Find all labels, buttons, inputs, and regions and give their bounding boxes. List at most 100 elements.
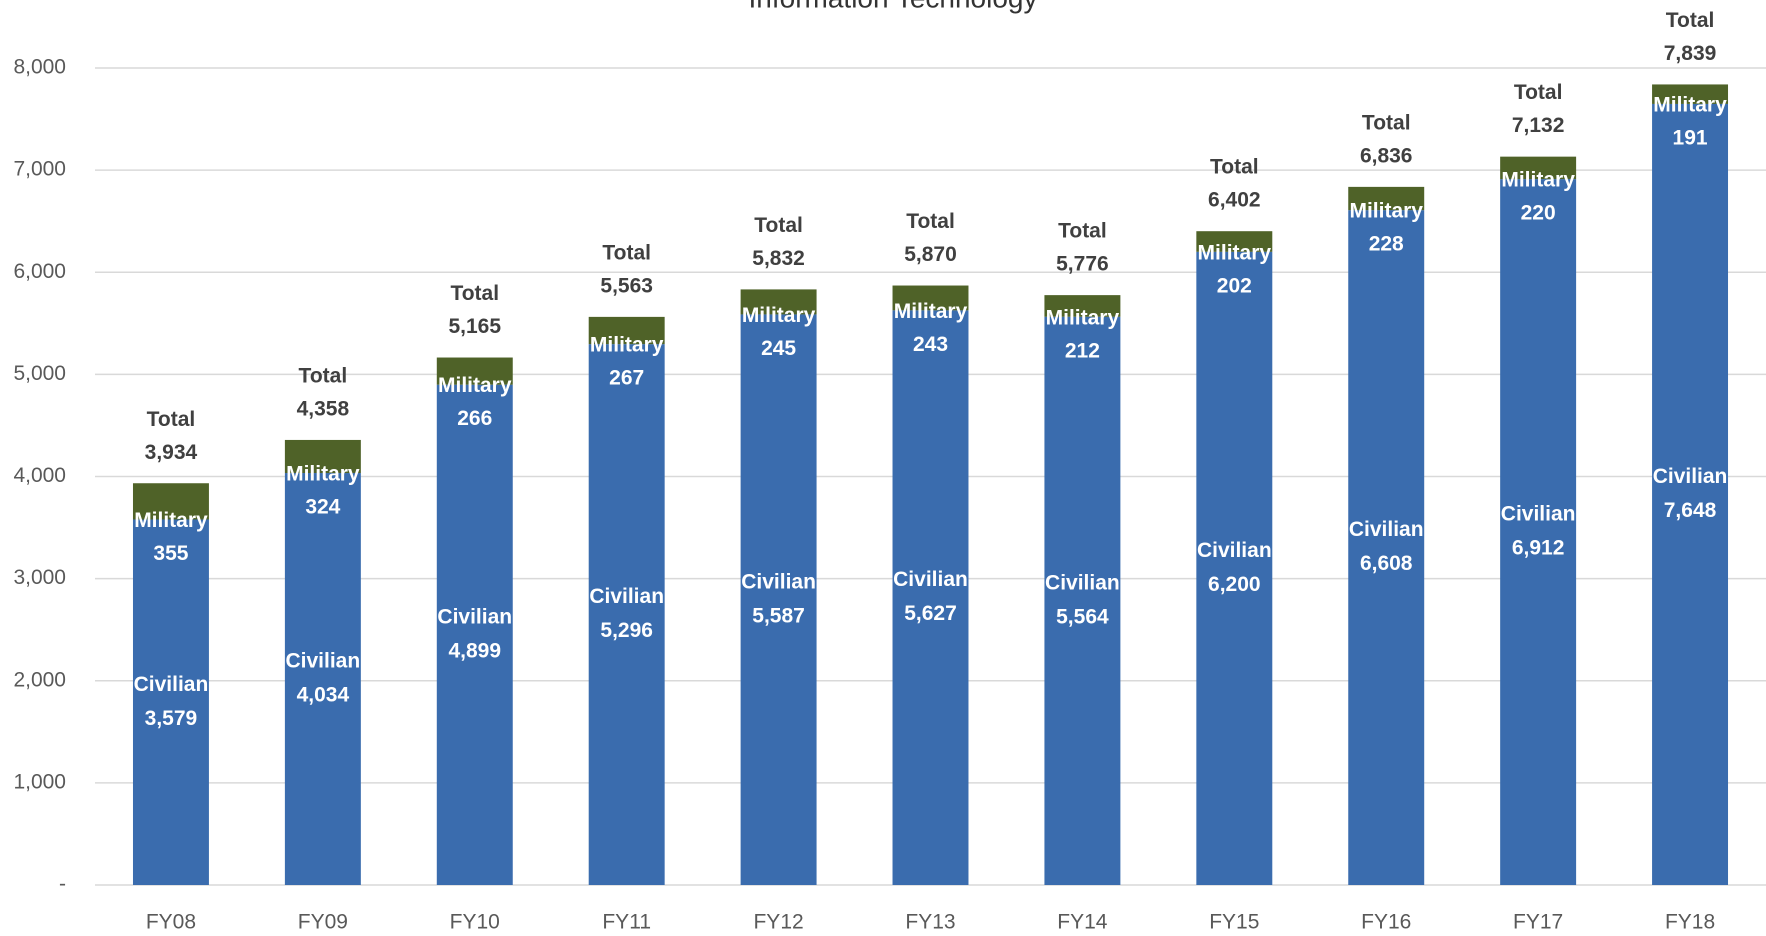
chart-title: Information Technology xyxy=(749,0,1038,13)
series-name-label: Civilian xyxy=(286,650,361,673)
series-name-label: Military xyxy=(1501,169,1575,192)
bar-segment xyxy=(284,473,361,885)
x-tick-label: FY13 xyxy=(905,911,955,934)
series-name-label: Civilian xyxy=(1197,539,1272,562)
series-name-label: Military xyxy=(1349,200,1423,223)
y-tick-label: 5,000 xyxy=(13,362,66,385)
bar-segment xyxy=(1044,316,1121,885)
series-name-label: Civilian xyxy=(893,568,968,591)
total-name-label: Total xyxy=(1210,156,1259,179)
total-label: 7,839 xyxy=(1664,42,1717,65)
total-label: 5,832 xyxy=(752,247,805,270)
series-name-label: Civilian xyxy=(1045,571,1120,594)
total-name-label: Total xyxy=(1362,111,1411,134)
data-label: 228 xyxy=(1369,233,1404,256)
bar-segment xyxy=(588,344,665,885)
y-tick-label: 1,000 xyxy=(13,770,66,793)
x-tick-label: FY11 xyxy=(602,911,651,934)
series-name-label: Civilian xyxy=(589,585,664,608)
y-tick-label: 3,000 xyxy=(13,566,66,589)
bar-segment xyxy=(740,314,817,885)
bar-segment xyxy=(1196,251,1273,885)
data-label: 7,648 xyxy=(1664,499,1717,522)
x-tick-label: FY08 xyxy=(146,911,196,934)
data-label: 5,564 xyxy=(1056,605,1109,628)
bar-segment xyxy=(588,316,665,345)
total-name-label: Total xyxy=(1666,9,1715,32)
bar-segment xyxy=(740,289,817,315)
series-name-label: Military xyxy=(286,463,360,486)
total-name-label: Total xyxy=(602,241,651,264)
series-name-label: Military xyxy=(742,304,816,327)
total-name-label: Total xyxy=(299,364,348,387)
data-label: 5,627 xyxy=(904,602,957,625)
y-tick-label: 8,000 xyxy=(13,56,66,79)
x-tick-label: FY15 xyxy=(1209,911,1259,934)
bar-segment xyxy=(1196,231,1273,252)
total-label: 5,165 xyxy=(448,315,501,338)
total-label: 7,132 xyxy=(1512,114,1565,137)
series-name-label: Military xyxy=(1046,306,1120,329)
bar-segment xyxy=(1652,84,1729,104)
total-name-label: Total xyxy=(754,214,803,237)
bar-segment xyxy=(892,310,969,885)
total-name-label: Total xyxy=(1058,220,1107,243)
y-tick-label: 4,000 xyxy=(13,464,66,487)
series-name-label: Military xyxy=(134,509,208,532)
bar-segment xyxy=(284,439,361,474)
data-label: 3,579 xyxy=(145,707,198,730)
total-name-label: Total xyxy=(906,210,955,233)
data-label: 6,912 xyxy=(1512,537,1565,560)
series-name-label: Military xyxy=(1198,241,1272,264)
data-label: 6,200 xyxy=(1208,573,1261,596)
series-name-label: Military xyxy=(1653,93,1727,116)
data-label: 266 xyxy=(457,407,492,430)
data-label: 4,034 xyxy=(297,684,350,707)
series-name-label: Civilian xyxy=(741,570,816,593)
series-name-label: Civilian xyxy=(1349,518,1424,541)
total-label: 5,563 xyxy=(600,274,653,297)
bar-segment xyxy=(436,384,513,885)
x-tick-label: FY14 xyxy=(1057,911,1108,934)
total-name-label: Total xyxy=(450,282,499,305)
series-name-label: Civilian xyxy=(437,605,512,628)
data-label: 324 xyxy=(305,496,340,519)
total-label: 3,934 xyxy=(145,441,198,464)
total-name-label: Total xyxy=(1514,81,1563,104)
data-label: 5,587 xyxy=(752,604,805,627)
data-label: 267 xyxy=(609,367,644,390)
data-label: 220 xyxy=(1521,202,1556,225)
data-label: 212 xyxy=(1065,339,1100,362)
data-label: 5,296 xyxy=(600,619,653,642)
y-tick-label: 7,000 xyxy=(13,158,66,181)
bar-segment xyxy=(1044,295,1121,317)
total-label: 5,776 xyxy=(1056,253,1109,276)
x-tick-label: FY09 xyxy=(298,911,348,934)
bar-segment xyxy=(1652,103,1729,885)
bar-segment xyxy=(1348,186,1425,211)
total-label: 4,358 xyxy=(297,397,350,420)
series-name-label: Military xyxy=(894,300,968,323)
y-tick-label: 6,000 xyxy=(13,260,66,283)
bar-segment xyxy=(132,519,209,885)
bar-segment xyxy=(892,285,969,311)
data-label: 243 xyxy=(913,333,948,356)
x-tick-label: FY10 xyxy=(450,911,500,934)
bar-segment xyxy=(1348,210,1425,885)
bar-segment xyxy=(1500,179,1577,885)
bar-segment xyxy=(436,357,513,385)
series-name-label: Military xyxy=(438,374,512,397)
total-name-label: Total xyxy=(147,408,196,431)
total-label: 5,870 xyxy=(904,243,957,266)
total-label: 6,836 xyxy=(1360,144,1413,167)
bar-segment xyxy=(132,483,209,520)
y-tick-label: 2,000 xyxy=(13,668,66,691)
y-tick-label: - xyxy=(59,873,66,896)
data-label: 245 xyxy=(761,337,796,360)
series-name-label: Military xyxy=(590,334,664,357)
data-label: 4,899 xyxy=(448,639,501,662)
x-tick-label: FY18 xyxy=(1665,911,1715,934)
total-label: 6,402 xyxy=(1208,189,1261,212)
bar-segment xyxy=(1500,156,1577,180)
